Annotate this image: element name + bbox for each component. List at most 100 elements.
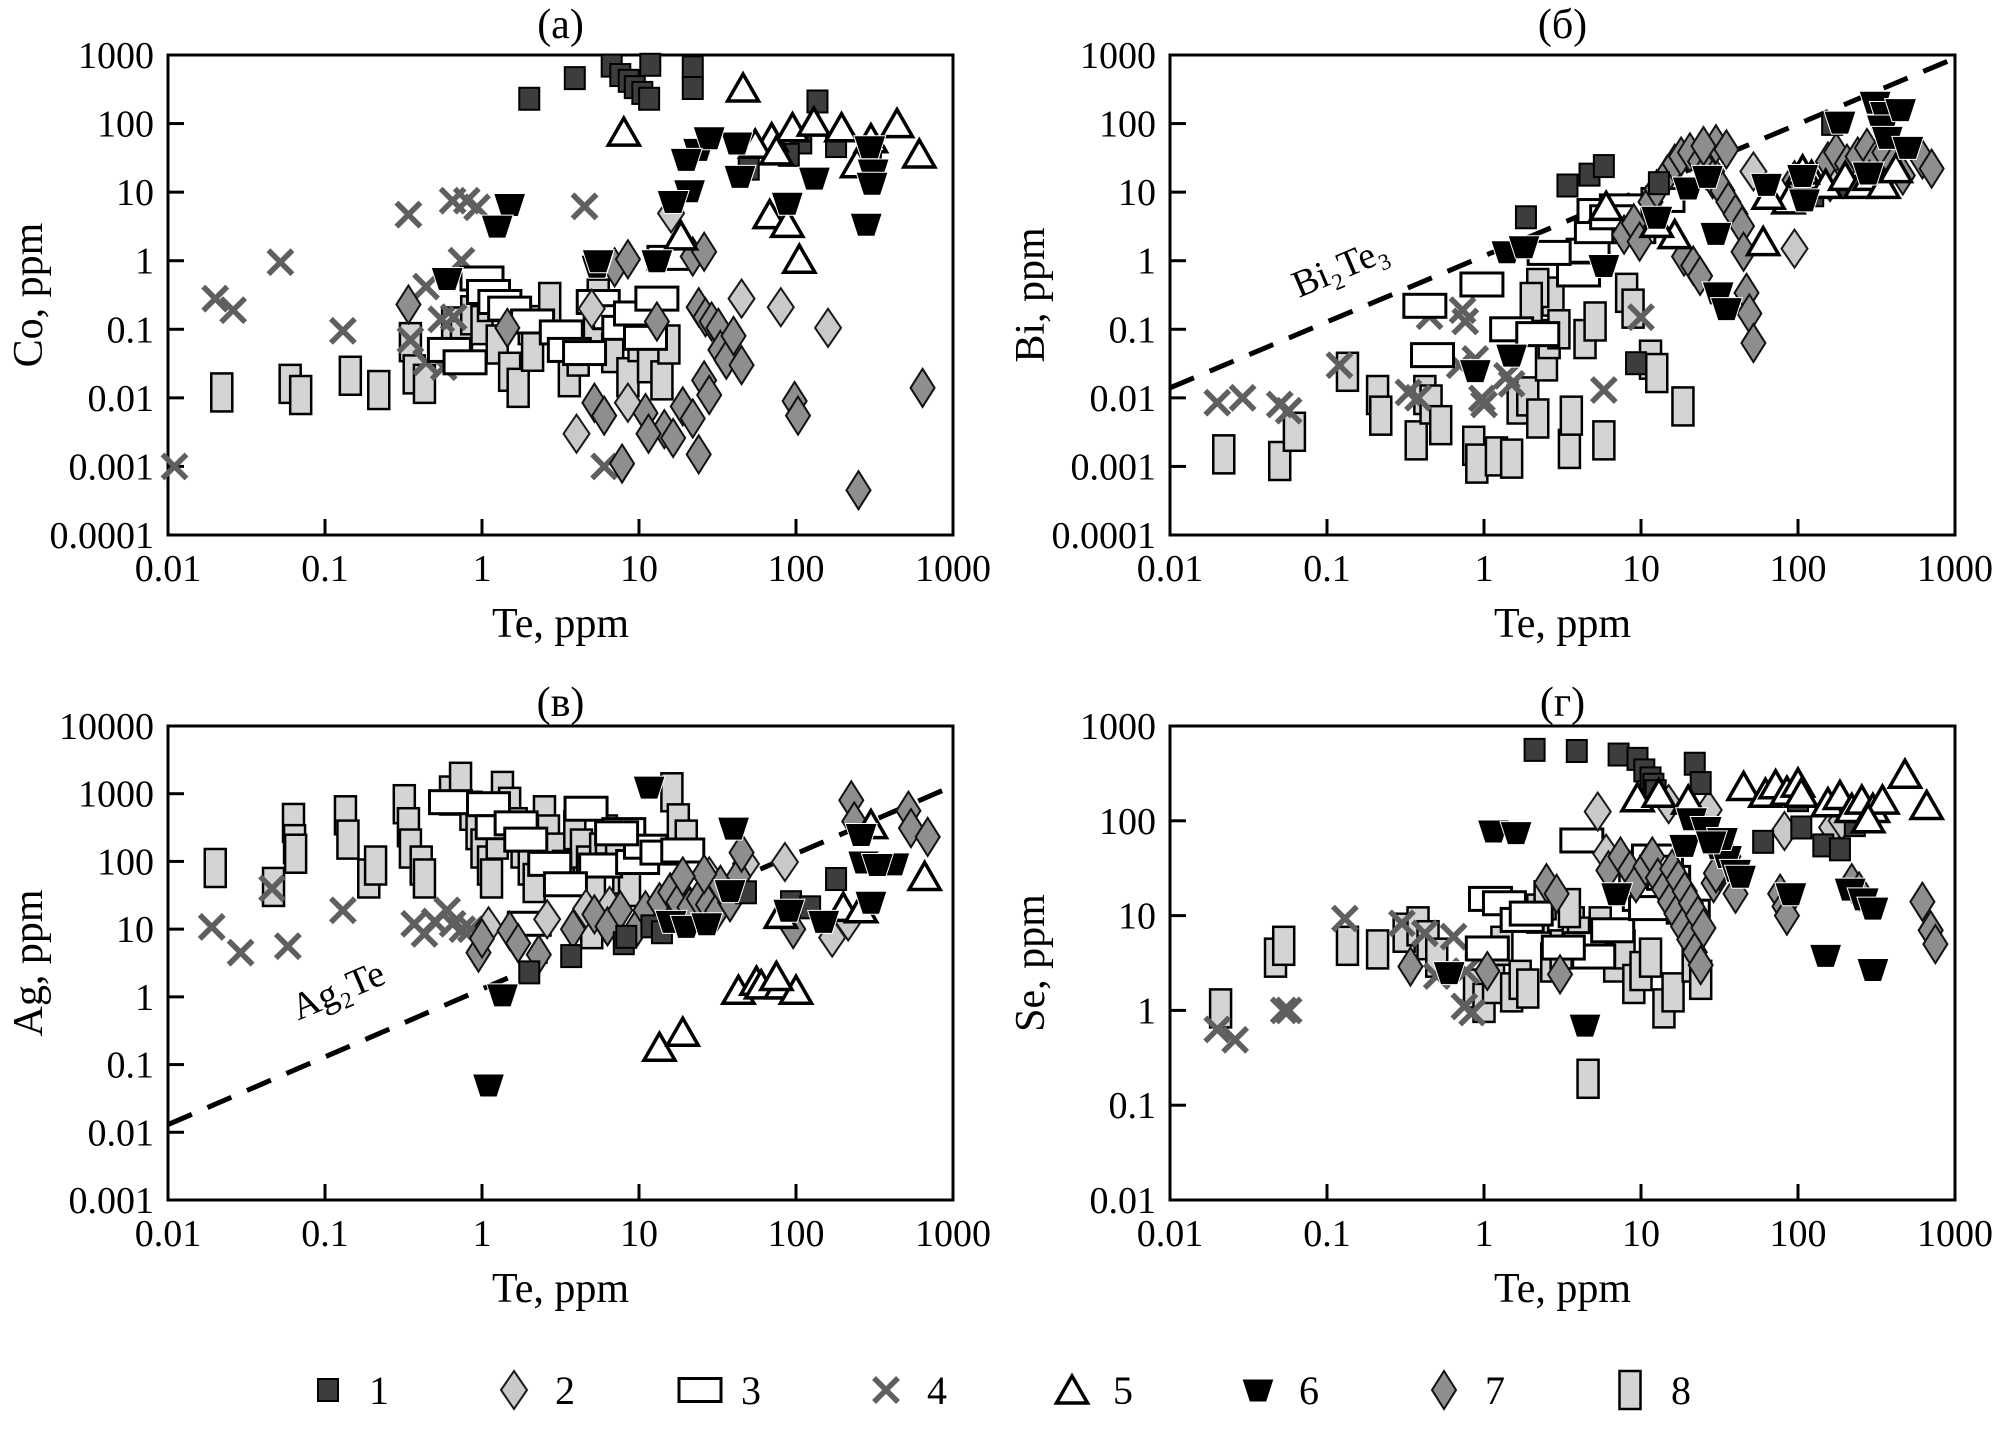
- series-3: [426, 244, 692, 376]
- data-point-s8: [1559, 395, 1584, 436]
- x-tick-label: 0.1: [301, 1213, 349, 1255]
- data-point-s4: [1325, 351, 1354, 380]
- data-point-s5: [1782, 775, 1820, 809]
- data-point-s1: [825, 867, 848, 892]
- data-point-s2: [1780, 227, 1809, 270]
- data-point-s7: [679, 397, 706, 440]
- data-point-s4: [396, 325, 425, 354]
- data-point-s1: [1689, 771, 1712, 796]
- data-point-s7: [659, 417, 687, 459]
- data-point-s8: [1519, 281, 1544, 323]
- data-point-s7: [1687, 944, 1714, 987]
- data-point-s7: [669, 855, 696, 898]
- data-point-s4: [1439, 922, 1468, 951]
- data-point-s8: [1576, 1058, 1600, 1100]
- data-point-s1: [681, 76, 704, 101]
- y-tick-label: 0.001: [1071, 446, 1157, 488]
- data-point-s6: [581, 249, 615, 274]
- data-point-s4: [1451, 307, 1480, 336]
- x-tick-label: 10: [1622, 548, 1660, 590]
- y-tick-label: 10: [1118, 896, 1156, 938]
- data-point-s3: [1540, 934, 1586, 961]
- series-7: [395, 230, 936, 512]
- data-point-s5: [823, 110, 861, 143]
- data-point-s7: [728, 831, 755, 874]
- data-point-s4: [1330, 904, 1359, 933]
- y-tick-label: 1: [135, 977, 154, 1019]
- x-tick-label: 1000: [1917, 1213, 1992, 1255]
- data-point-s2: [532, 898, 562, 941]
- y-tick-label: 10: [1118, 172, 1156, 214]
- panel-b-title: (б): [1537, 2, 1588, 48]
- data-point-s7: [395, 283, 422, 326]
- y-tick-label: 0.0001: [1052, 515, 1157, 557]
- data-point-s8: [1465, 443, 1489, 484]
- data-point-s5: [757, 958, 795, 992]
- data-point-s1: [1607, 742, 1630, 767]
- x-axis-title: Te, ppm: [1494, 601, 1631, 647]
- data-point-s8: [1516, 968, 1540, 1009]
- data-point-s6: [1774, 882, 1808, 907]
- data-point-s6: [1568, 1013, 1602, 1038]
- data-point-s1: [1828, 837, 1851, 862]
- legend-item-label: 5: [1113, 1367, 1133, 1413]
- white-rect-icon: [677, 1377, 723, 1403]
- series-5: [1618, 756, 1946, 834]
- y-tick-label: 1: [1137, 241, 1156, 283]
- data-point-s1: [681, 55, 704, 80]
- data-point-s7: [696, 374, 723, 416]
- data-point-s6: [1785, 163, 1820, 188]
- data-point-s2: [766, 286, 795, 328]
- data-point-s4: [570, 192, 599, 221]
- y-tick-label: 0.1: [1109, 309, 1157, 351]
- series-8: [1212, 267, 1695, 484]
- data-point-s4: [1410, 919, 1439, 948]
- data-point-s5: [768, 205, 806, 239]
- x-cross-icon: [872, 1376, 900, 1404]
- data-point-s4: [258, 874, 286, 903]
- x-tick-label: 100: [768, 1213, 825, 1255]
- data-point-s6: [1808, 943, 1843, 968]
- x-tick-label: 1: [1475, 1213, 1494, 1255]
- data-point-s8: [479, 858, 504, 899]
- y-tick-label: 10: [116, 172, 154, 214]
- legend-item-label: 3: [741, 1367, 761, 1413]
- legend-item-label: 8: [1671, 1367, 1691, 1413]
- data-point-s5: [906, 858, 944, 892]
- data-point-s5: [1725, 768, 1763, 802]
- data-point-s5: [900, 136, 938, 169]
- x-tick-label: 0.1: [301, 548, 349, 590]
- data-point-s8: [1592, 420, 1616, 461]
- data-point-s6: [1856, 958, 1890, 983]
- data-point-s4: [1589, 376, 1618, 404]
- y-axis-title: Ag, ppm: [6, 889, 52, 1036]
- ref-line-label: Ag₂Te: [285, 952, 391, 1029]
- legend-item-2: 2: [487, 1363, 575, 1417]
- data-point-s6: [1723, 864, 1758, 889]
- data-point-s6: [1671, 176, 1705, 201]
- data-point-s1: [615, 924, 638, 949]
- y-tick-label: 1000: [1080, 706, 1156, 748]
- data-point-s7: [914, 816, 941, 858]
- legend: 1 2 3 4 5 6 7 8: [0, 1342, 1992, 1438]
- y-tick-label: 10: [116, 909, 154, 951]
- x-tick-label: 0.1: [1303, 548, 1351, 590]
- series-2: [562, 192, 843, 455]
- data-point-s3: [427, 789, 473, 816]
- data-point-s4: [219, 296, 248, 325]
- x-tick-label: 10: [620, 1213, 658, 1255]
- data-point-s6: [692, 126, 726, 151]
- data-point-s7: [614, 238, 642, 281]
- data-point-s5: [662, 218, 700, 251]
- series-3: [427, 789, 706, 937]
- data-point-s8: [1335, 925, 1360, 967]
- data-point-s6: [1587, 254, 1621, 279]
- data-point-s5: [780, 241, 818, 275]
- data-point-s8: [1583, 301, 1607, 342]
- y-tick-label: 1: [1137, 990, 1156, 1032]
- data-point-s6: [656, 190, 690, 215]
- data-point-s6: [860, 853, 895, 878]
- series-6: [471, 775, 911, 1098]
- panel-a-title: (а): [537, 2, 584, 48]
- data-point-s6: [480, 214, 514, 239]
